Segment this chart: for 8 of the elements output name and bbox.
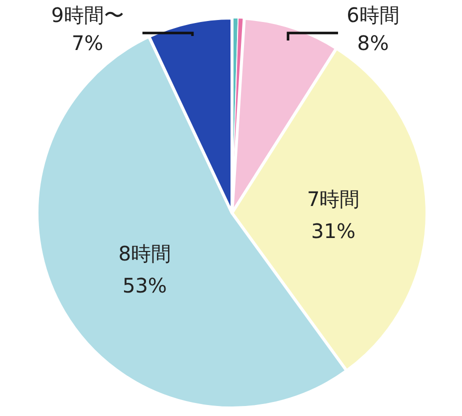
slice-label: 8時間 [118,242,172,266]
slice-label: 6時間 [346,3,400,27]
slice-label: 7時間 [306,186,360,211]
data-label: 53% [122,274,167,298]
data-label: 31% [311,218,356,243]
data-label: 8% [357,31,389,55]
data-label: 7% [72,31,104,55]
slice-label: 9時間〜 [51,3,124,27]
